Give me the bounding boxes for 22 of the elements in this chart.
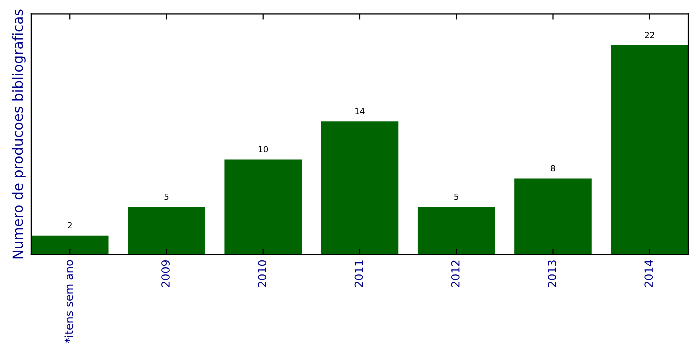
x-tick-label: 2010 (258, 260, 267, 288)
x-tick-label: 2011 (354, 260, 364, 288)
x-tick-label: 2014 (644, 260, 654, 288)
bar (128, 207, 206, 255)
x-tick-label: 2009 (162, 260, 170, 288)
data-label: 8 (551, 165, 556, 172)
bar (321, 122, 399, 255)
bar (31, 236, 109, 255)
bar (611, 46, 689, 255)
data-label: 2 (68, 222, 72, 229)
bar (514, 178, 592, 255)
data-label: 5 (164, 194, 169, 200)
y-axis-title: Numero de producoes bibliograficas (12, 10, 26, 259)
bar (418, 207, 496, 255)
x-tick-label: *itens sem ano (64, 260, 74, 344)
data-label: 22 (645, 32, 654, 38)
data-label: 14 (356, 108, 365, 114)
data-label: 5 (454, 194, 459, 200)
x-tick-label: 2013 (548, 260, 556, 288)
bar (224, 160, 302, 255)
x-tick-label: 2012 (451, 260, 460, 288)
data-label: 10 (258, 146, 268, 153)
